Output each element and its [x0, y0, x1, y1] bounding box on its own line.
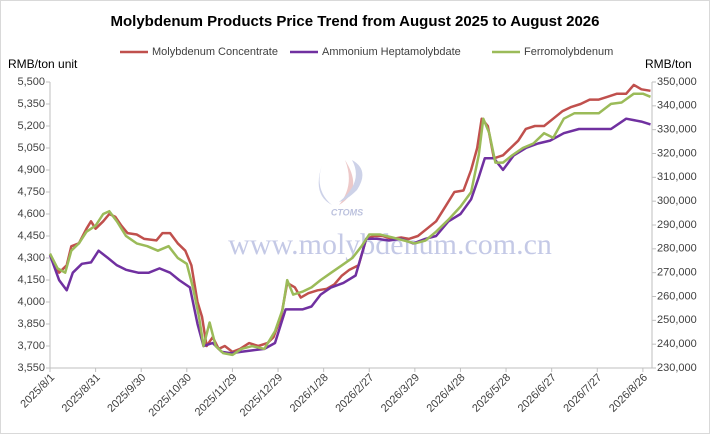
y-tick-label: 5,200 — [17, 120, 45, 132]
y-tick-label: 5,050 — [17, 142, 45, 154]
watermark-logo — [318, 160, 363, 205]
y2-tick-label: 320,000 — [657, 147, 697, 159]
y2-tick-label: 270,000 — [657, 267, 697, 279]
y2-tick-label: 290,000 — [657, 219, 697, 231]
watermark-logo-text: CTOMS — [331, 207, 363, 217]
series-line — [48, 117, 651, 355]
y2-axis-label: RMB/ton — [645, 57, 692, 71]
y2-tick-label: 280,000 — [657, 243, 697, 255]
y2-tick-label: 240,000 — [657, 338, 697, 350]
y2-tick-label: 300,000 — [657, 195, 697, 207]
series-line — [48, 92, 651, 357]
y2-tick-label: 350,000 — [657, 76, 697, 88]
y-axis-label: RMB/ton unit — [8, 57, 78, 71]
y-tick-label: 4,750 — [17, 186, 45, 198]
watermark: www.molybdenum.com.cn — [228, 228, 552, 261]
y-tick-label: 4,600 — [17, 208, 45, 220]
y-tick-label: 4,450 — [17, 230, 45, 242]
legend-label: Molybdenum Concentrate — [152, 46, 278, 58]
y-tick-label: 3,850 — [17, 318, 45, 330]
y2-tick-label: 310,000 — [657, 171, 697, 183]
legend-label: Ammonium Heptamolybdate — [322, 46, 461, 58]
y-tick-label: 4,150 — [17, 274, 45, 286]
y-tick-label: 5,350 — [17, 98, 45, 110]
y-tick-label: 5,500 — [17, 76, 45, 88]
y-tick-label: 4,000 — [17, 296, 45, 308]
series-line — [48, 83, 651, 354]
y-tick-label: 3,700 — [17, 340, 45, 352]
y-tick-label: 4,900 — [17, 164, 45, 176]
y2-tick-label: 340,000 — [657, 100, 697, 112]
legend-label: Ferromolybdenum — [524, 46, 613, 58]
y-tick-label: 4,300 — [17, 252, 45, 264]
y2-tick-label: 330,000 — [657, 124, 697, 136]
y-tick-label: 3,550 — [17, 362, 45, 374]
y2-tick-label: 250,000 — [657, 314, 697, 326]
y2-tick-label: 230,000 — [657, 362, 697, 374]
y2-tick-label: 260,000 — [657, 290, 697, 302]
chart-title: Molybdenum Products Price Trend from Aug… — [111, 13, 600, 30]
